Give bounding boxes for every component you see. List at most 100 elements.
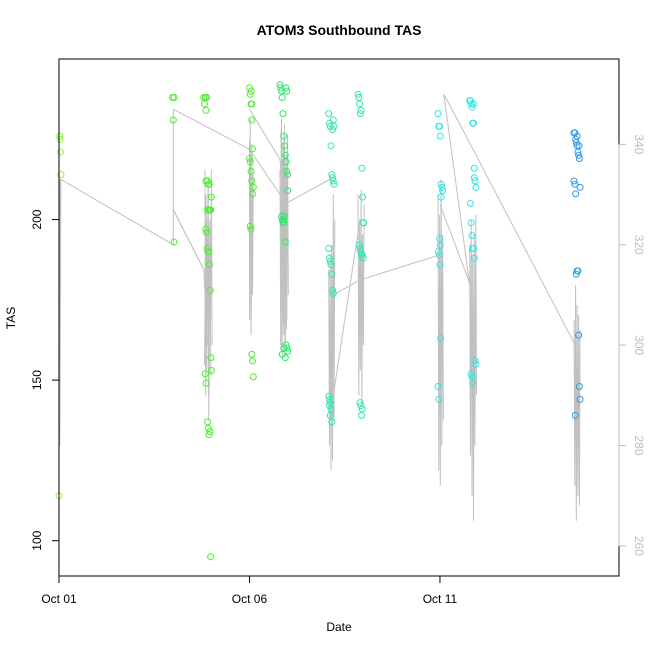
data-point xyxy=(576,183,584,191)
data-point xyxy=(470,164,478,172)
data-point xyxy=(326,257,334,265)
data-point xyxy=(467,100,475,108)
data-point xyxy=(327,261,335,268)
data-point xyxy=(575,383,583,390)
data-point xyxy=(357,402,365,410)
secondary-line-2 xyxy=(173,108,281,195)
y2-tick-label: 340 xyxy=(632,134,646,154)
data-point xyxy=(574,267,582,275)
data-point xyxy=(437,193,445,201)
secondary-line-16 xyxy=(443,93,576,346)
data-point xyxy=(170,94,178,101)
data-point xyxy=(354,90,362,98)
data-point xyxy=(201,100,208,108)
data-point xyxy=(249,190,256,198)
data-point xyxy=(438,183,446,191)
data-point xyxy=(573,132,581,140)
data-point xyxy=(358,164,366,172)
data-point xyxy=(281,151,289,159)
x-tick-label: Oct 06 xyxy=(232,592,268,606)
data-point xyxy=(359,193,367,201)
data-point xyxy=(436,132,444,140)
data-point xyxy=(437,334,445,342)
secondary-line-6 xyxy=(249,108,330,206)
data-point xyxy=(360,219,368,227)
data-point xyxy=(328,171,336,179)
data-point xyxy=(466,200,474,207)
data-point xyxy=(203,245,211,252)
data-point xyxy=(470,100,477,108)
data-point xyxy=(358,411,365,419)
data-point xyxy=(249,357,256,365)
secondary-line-10 xyxy=(329,219,361,421)
data-point xyxy=(280,216,288,224)
data-point xyxy=(330,180,338,188)
data-point xyxy=(329,289,337,297)
data-point xyxy=(277,84,285,92)
data-point xyxy=(281,238,289,246)
secondary-line-0 xyxy=(59,178,209,446)
y2-tick-label: 320 xyxy=(632,235,646,255)
secondary-line-15 xyxy=(469,214,477,521)
data-point xyxy=(206,286,214,294)
secondary-line-9 xyxy=(328,194,336,471)
x-tick-label: Oct 01 xyxy=(41,592,77,606)
data-point xyxy=(280,132,288,140)
data-point xyxy=(281,354,289,362)
data-point xyxy=(434,248,442,256)
data-point xyxy=(280,219,288,227)
data-point xyxy=(571,180,579,188)
data-point xyxy=(472,183,480,191)
data-point xyxy=(204,418,212,426)
data-point xyxy=(434,383,442,390)
data-point xyxy=(281,212,288,220)
y-axis-label: TAS xyxy=(4,307,18,329)
y2-axis: 260 280 300 320 340 xyxy=(618,134,646,556)
data-point xyxy=(281,142,288,150)
y2-tick-label: 260 xyxy=(632,536,646,556)
x-axis-label: Date xyxy=(326,620,352,634)
data-point xyxy=(575,155,583,162)
data-point xyxy=(247,225,255,233)
data-point xyxy=(282,158,290,166)
y2-tick-label: 300 xyxy=(632,335,646,355)
data-point xyxy=(284,187,292,195)
data-point xyxy=(328,418,336,426)
data-point xyxy=(329,286,336,294)
data-point xyxy=(247,167,255,175)
y-tick-label: 150 xyxy=(30,370,44,390)
data-point xyxy=(572,190,580,198)
data-point xyxy=(329,174,336,182)
data-point xyxy=(276,81,284,89)
data-point xyxy=(470,174,478,182)
chart-title: ATOM3 Southbound TAS xyxy=(257,22,422,38)
scatter-points xyxy=(55,81,584,561)
data-point xyxy=(205,206,213,214)
data-point xyxy=(284,171,292,179)
data-point xyxy=(246,90,254,98)
secondary-line-13 xyxy=(437,179,444,486)
data-point xyxy=(327,142,335,150)
data-point xyxy=(575,142,583,150)
data-point xyxy=(439,187,447,195)
data-point xyxy=(57,171,65,179)
secondary-series-lines xyxy=(59,93,581,521)
data-point xyxy=(468,103,476,111)
data-point xyxy=(283,167,291,175)
data-point xyxy=(329,116,337,124)
data-point xyxy=(279,110,287,118)
secondary-line-17 xyxy=(439,204,471,286)
data-point xyxy=(575,151,583,159)
data-point xyxy=(471,357,479,365)
data-point xyxy=(572,135,580,143)
data-point xyxy=(467,219,475,227)
secondary-line-4 xyxy=(204,169,212,421)
data-point xyxy=(283,87,291,95)
y-tick-label: 200 xyxy=(30,209,44,229)
data-point xyxy=(435,251,443,259)
data-point xyxy=(357,106,365,114)
data-point xyxy=(470,254,478,262)
data-point xyxy=(436,122,444,130)
data-point xyxy=(356,399,364,407)
data-point xyxy=(248,350,256,358)
